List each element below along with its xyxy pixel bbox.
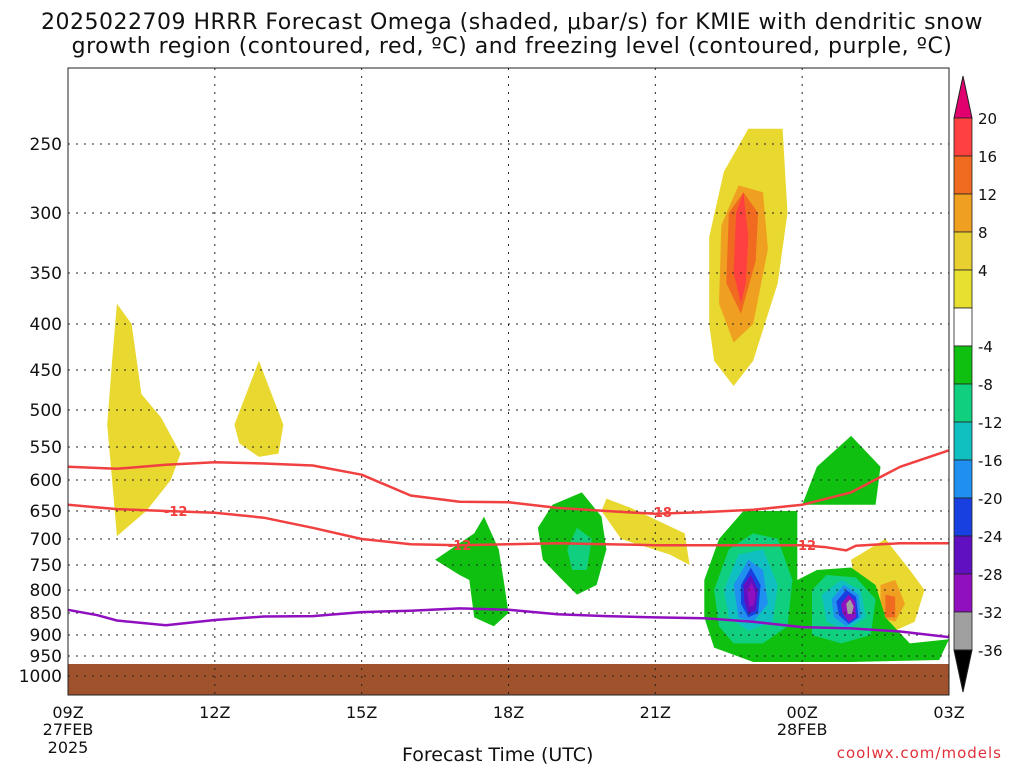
omega-region-26 [846, 599, 854, 614]
y-tick-label: 850 [30, 604, 62, 624]
colorbar-label: -28 [978, 566, 1003, 584]
x-tick-label: 12Z [199, 703, 230, 722]
x-tick-label: 15Z [346, 703, 377, 722]
colorbar-label: 20 [978, 110, 997, 128]
colorbar-label: -20 [978, 490, 1003, 508]
x-date-label: 28FEB [776, 720, 828, 739]
y-tick-label: 350 [30, 264, 62, 284]
x-tick-label: 00Z [787, 703, 818, 722]
y-tick-label: 400 [30, 315, 62, 335]
colorbar-band [953, 611, 973, 651]
colorbar-label: -12 [978, 414, 1003, 432]
contour-label-1: -12 [448, 539, 472, 554]
credit-text: coolwx.com/models [836, 744, 1002, 762]
x-axis-title: Forecast Time (UTC) [402, 744, 594, 766]
freezing-level-line [68, 607, 949, 639]
x-date-label: 27FEB [42, 720, 94, 739]
dgz-contour-0 [68, 449, 949, 516]
colorbar-band [953, 117, 973, 157]
plot-frame [67, 67, 950, 696]
x-date-label: 2025 [47, 738, 89, 757]
y-tick-label: 500 [30, 401, 62, 421]
dgz-contour-1 [68, 503, 949, 552]
y-tick-label: 800 [30, 581, 62, 601]
omega-region-1 [234, 360, 284, 457]
chart-title-line2: growth region (contoured, red, ºC) and f… [71, 34, 953, 59]
colorbar-band [953, 307, 973, 347]
colorbar-label: 8 [978, 224, 988, 242]
x-tick-label: 21Z [640, 703, 671, 722]
colorbar-label: -32 [978, 604, 1003, 622]
colorbar-band [953, 497, 973, 537]
y-tick-label: 950 [30, 647, 62, 667]
colorbar-label: -4 [978, 338, 993, 356]
y-tick-label: 700 [30, 530, 62, 550]
colorbar-band [953, 231, 973, 271]
colorbar-band [953, 421, 973, 461]
colorbar-bottom-arrow [953, 649, 973, 693]
contour-label-3: 12 [798, 539, 816, 554]
colorbar-label: 12 [978, 186, 997, 204]
chart-title-line1: 2025022709 HRRR Forecast Omega (shaded, … [41, 10, 983, 35]
omega-region-20 [747, 582, 756, 607]
colorbar-label: 16 [978, 148, 997, 166]
x-tick-label: 09Z [52, 703, 83, 722]
contour-label-2: -18 [648, 506, 672, 521]
colorbar-band [953, 345, 973, 385]
y-tick-label: 1000 [19, 667, 62, 687]
omega-region-2 [601, 498, 690, 565]
y-tick-label: 650 [30, 502, 62, 522]
y-tick-label: 550 [30, 438, 62, 458]
omega-region-9 [885, 594, 896, 618]
colorbar-top-arrow [953, 75, 973, 119]
colorbar-band [953, 269, 973, 309]
colorbar-band [953, 383, 973, 423]
colorbar-band [953, 155, 973, 195]
y-tick-label: 750 [30, 556, 62, 576]
colorbar-label: -24 [978, 528, 1003, 546]
y-tick-label: 900 [30, 626, 62, 646]
omega-region-6 [733, 192, 749, 304]
x-tick-label: 18Z [493, 703, 524, 722]
x-tick-label: 03Z [933, 703, 964, 722]
colorbar-band [953, 573, 973, 613]
colorbar-label: -8 [978, 376, 993, 394]
y-tick-label: 450 [30, 361, 62, 381]
colorbar-label: 4 [978, 262, 988, 280]
omega-region-12 [567, 527, 592, 570]
colorbar-band [953, 535, 973, 575]
colorbar-band [953, 459, 973, 499]
colorbar-label: -16 [978, 452, 1003, 470]
contour-label-0: -12 [164, 505, 188, 520]
omega-region-0 [107, 303, 181, 537]
y-tick-label: 300 [30, 204, 62, 224]
colorbar-band [953, 193, 973, 233]
y-tick-label: 250 [30, 135, 62, 155]
y-tick-label: 600 [30, 471, 62, 491]
colorbar-label: -36 [978, 642, 1003, 660]
